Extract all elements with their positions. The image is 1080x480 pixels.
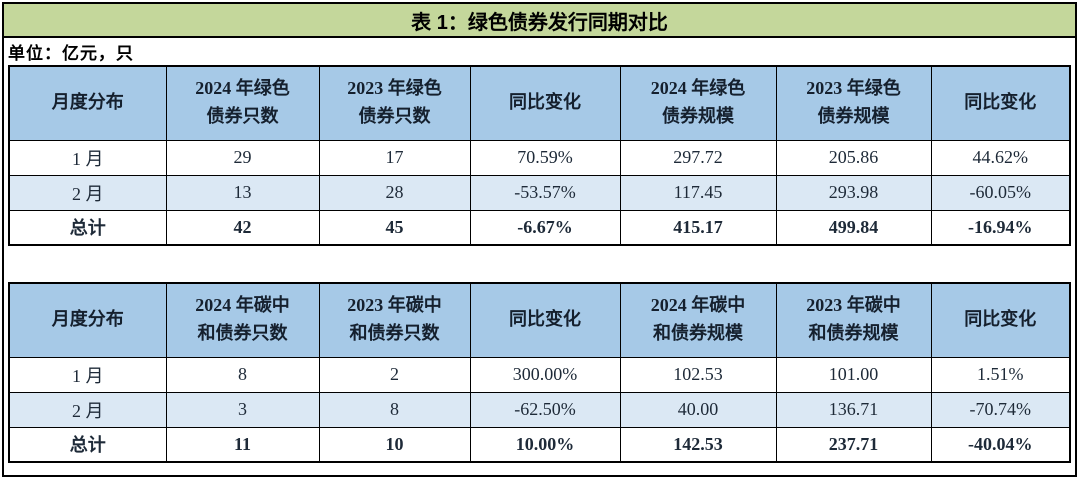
column-header: 同比变化 (469, 65, 621, 141)
cell: 237.71 (775, 426, 932, 463)
cell: 10 (318, 426, 471, 463)
total-row: 总计 42 45 -6.67% 415.17 499.84 -16.94% (8, 209, 1071, 246)
column-header: 同比变化 (930, 282, 1071, 358)
column-header: 月度分布 (8, 65, 167, 141)
column-header: 同比变化 (469, 282, 621, 358)
cell: 142.53 (619, 426, 777, 463)
column-header: 2023 年绿色 债券只数 (318, 65, 471, 141)
column-header: 2024 年绿色 债券规模 (619, 65, 777, 141)
cell: -70.74% (930, 391, 1071, 428)
cell: 101.00 (775, 356, 932, 393)
cell: -40.04% (930, 426, 1071, 463)
table-title-bar: 表 1：绿色债券发行同期对比 (4, 4, 1075, 38)
column-header: 2023 年碳中 和债券规模 (775, 282, 932, 358)
total-row: 总计 11 10 10.00% 142.53 237.71 -40.04% (8, 426, 1071, 463)
cell: 2 月 (8, 391, 167, 428)
cell: -16.94% (930, 209, 1071, 246)
cell: 3 (165, 391, 320, 428)
cell: 2 (318, 356, 471, 393)
cell: 102.53 (619, 356, 777, 393)
column-header: 同比变化 (930, 65, 1071, 141)
cell: 70.59% (469, 139, 621, 176)
green-bond-table: 月度分布 2024 年绿色 债券只数 2023 年绿色 债券只数 同比变化 20… (8, 65, 1071, 246)
cell: 总计 (8, 209, 167, 246)
cell: 10.00% (469, 426, 621, 463)
column-header: 2023 年绿色 债券规模 (775, 65, 932, 141)
header-row: 月度分布 2024 年碳中 和债券只数 2023 年碳中 和债券只数 同比变化 … (8, 282, 1071, 358)
cell: -60.05% (930, 174, 1071, 211)
cell: 13 (165, 174, 320, 211)
cell: 1 月 (8, 356, 167, 393)
header-row: 月度分布 2024 年绿色 债券只数 2023 年绿色 债券只数 同比变化 20… (8, 65, 1071, 141)
cell: 8 (165, 356, 320, 393)
cell: -6.67% (469, 209, 621, 246)
cell: 11 (165, 426, 320, 463)
column-header: 2023 年碳中 和债券只数 (318, 282, 471, 358)
column-header: 月度分布 (8, 282, 167, 358)
cell: 40.00 (619, 391, 777, 428)
column-header: 2024 年绿色 债券只数 (165, 65, 320, 141)
cell: 8 (318, 391, 471, 428)
carbon-neutral-bond-table: 月度分布 2024 年碳中 和债券只数 2023 年碳中 和债券只数 同比变化 … (8, 282, 1071, 463)
cell: 415.17 (619, 209, 777, 246)
table-title: 表 1：绿色债券发行同期对比 (411, 11, 668, 34)
cell: 29 (165, 139, 320, 176)
cell: 总计 (8, 426, 167, 463)
cell: 293.98 (775, 174, 932, 211)
cell: 17 (318, 139, 471, 176)
table-row: 2 月 13 28 -53.57% 117.45 293.98 -60.05% (8, 174, 1071, 211)
unit-note: 单位：亿元，只 (8, 44, 134, 63)
cell: 44.62% (930, 139, 1071, 176)
table-row: 2 月 3 8 -62.50% 40.00 136.71 -70.74% (8, 391, 1071, 428)
cell: 45 (318, 209, 471, 246)
cell: 42 (165, 209, 320, 246)
cell: -53.57% (469, 174, 621, 211)
cell: 499.84 (775, 209, 932, 246)
cell: 205.86 (775, 139, 932, 176)
cell: 1.51% (930, 356, 1071, 393)
cell: 1 月 (8, 139, 167, 176)
cell: 28 (318, 174, 471, 211)
cell: 2 月 (8, 174, 167, 211)
cell: -62.50% (469, 391, 621, 428)
table-row: 1 月 29 17 70.59% 297.72 205.86 44.62% (8, 139, 1071, 176)
cell: 136.71 (775, 391, 932, 428)
table-gap (4, 246, 1075, 282)
column-header: 2024 年碳中 和债券只数 (165, 282, 320, 358)
cell: 117.45 (619, 174, 777, 211)
cell: 300.00% (469, 356, 621, 393)
cell: 297.72 (619, 139, 777, 176)
table-row: 1 月 8 2 300.00% 102.53 101.00 1.51% (8, 356, 1071, 393)
column-header: 2024 年碳中 和债券规模 (619, 282, 777, 358)
